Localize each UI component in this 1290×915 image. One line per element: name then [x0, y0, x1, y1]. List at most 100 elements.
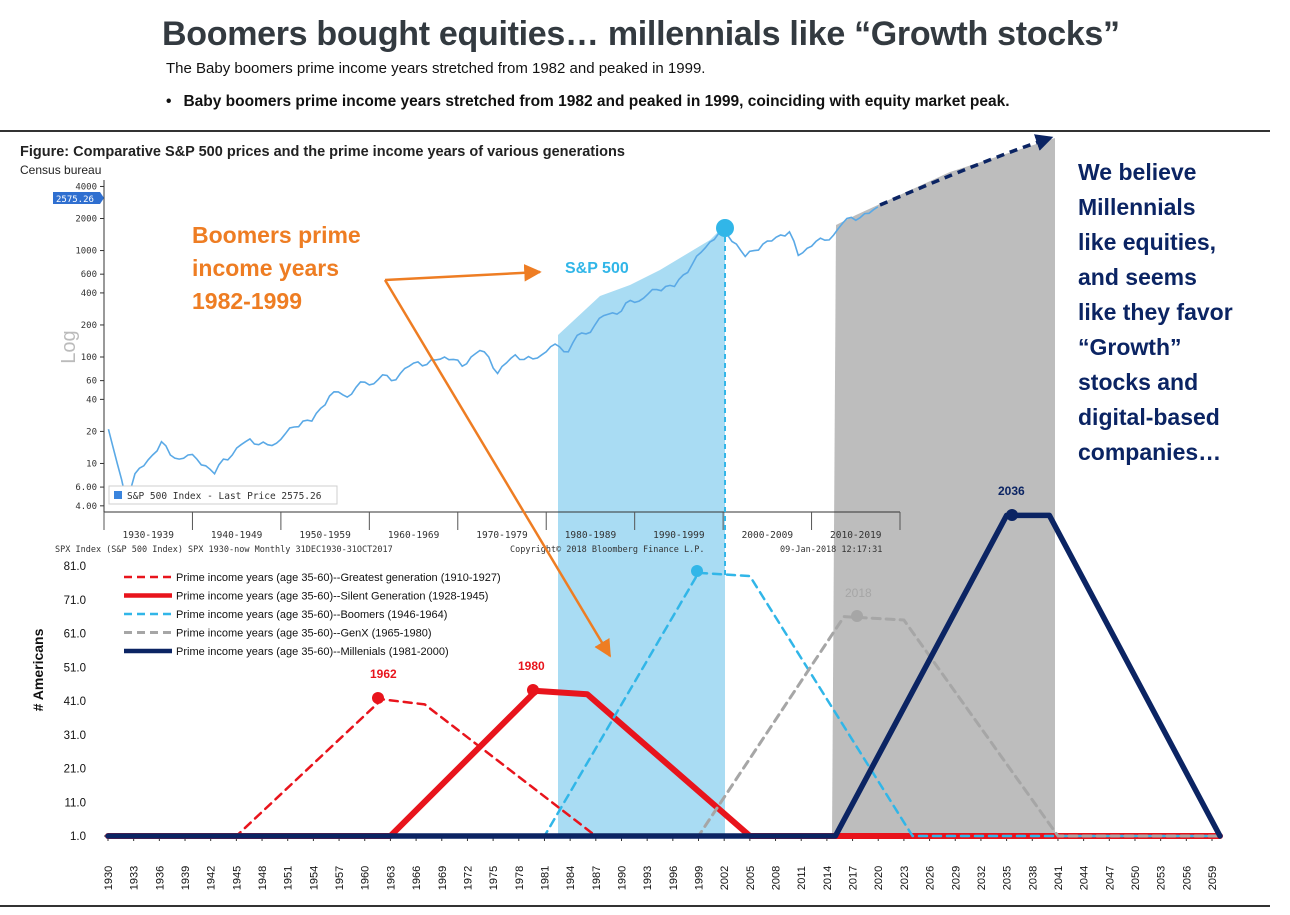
- gen-x-tick-label: 1975: [488, 866, 500, 890]
- gen-x-tick-label: 2002: [719, 866, 731, 890]
- spx-x-tick-label: 1930-1939: [122, 530, 174, 541]
- gen-x-tick-label: 2056: [1181, 866, 1193, 890]
- spx-x-tick-label: 1980-1989: [565, 530, 617, 541]
- spx-x-tick-label: 2000-2009: [742, 530, 794, 541]
- boomers-prime-shade: [558, 225, 725, 838]
- gen-x-tick-label: 2050: [1130, 866, 1142, 890]
- gen-x-tick-label: 2017: [848, 866, 860, 890]
- bottom-divider: [0, 905, 1270, 907]
- sp500-chart: 4000 2000 1000 600 400 200 100 60 40 20 10 6.00 4.00…: [53, 180, 901, 555]
- sp500-peak-marker: [716, 219, 734, 237]
- gen-x-tick-label: 1963: [385, 866, 397, 890]
- gen-y-tick-label: 11.0: [64, 797, 86, 809]
- gen-x-tick-label: 1954: [308, 866, 320, 890]
- spx-x-tick-label: 1940-1949: [211, 530, 263, 541]
- key-point-text: Baby boomers prime income years stretche…: [183, 93, 1010, 110]
- spx-y-tick-label: 2000: [75, 215, 97, 225]
- millennials-annotation-line: and seems: [1078, 264, 1197, 290]
- gen-x-tick-label: 2005: [745, 866, 757, 890]
- gen-x-tick-label: 1987: [591, 866, 603, 890]
- spx-y-tick-label: 400: [81, 289, 97, 299]
- spx-y-tick-label: 20: [86, 427, 97, 437]
- projection-arrow: [879, 134, 1054, 207]
- spx-y-tick-label: 1000: [75, 247, 97, 257]
- gen-x-tick-label: 1942: [206, 866, 218, 890]
- spx-x-tick-label: 1970-1979: [476, 530, 528, 541]
- millennials-annotation-line: digital-based: [1078, 404, 1220, 430]
- sp500-label: S&P 500: [565, 260, 629, 277]
- boomers-peak-marker: [691, 565, 703, 577]
- key-point: • Baby boomers prime income years stretch…: [166, 93, 1010, 111]
- gen-x-tick-label: 1930: [103, 866, 115, 890]
- gen-x-tick-label: 1981: [539, 866, 551, 890]
- gen-x-tick-label: 2038: [1027, 866, 1039, 890]
- silent-peak-marker: [527, 684, 539, 696]
- spx-y-tick-label: 40: [86, 395, 97, 405]
- gen-x-tick-label: 1948: [257, 866, 269, 890]
- spx-y-tick-label: 600: [81, 270, 97, 280]
- gen-y-tick-label: 21.0: [64, 764, 86, 776]
- greatest-peak-marker: [372, 692, 384, 704]
- millennials-annotation-line: “Growth”: [1078, 334, 1182, 360]
- millennials-annotation-line: stocks and: [1078, 369, 1198, 395]
- gen-x-tick-label: 2020: [873, 866, 885, 890]
- gen-y-tick-label: 81.0: [64, 561, 86, 573]
- millennials-annotation-line: Millennials: [1078, 194, 1196, 220]
- generations-chart: 81.0 71.0 61.0 51.0 41.0 31.0 21.0 11.0 1.0 1930…: [30, 512, 1223, 890]
- figure-source: Census bureau: [20, 163, 101, 177]
- gen-x-tick-label: 2035: [1002, 866, 1014, 890]
- spx-log-label: Log: [58, 330, 80, 363]
- boomers-annotation: Boomers prime income years 1982-1999: [192, 222, 367, 314]
- millennials-peak-marker: [1006, 509, 1018, 521]
- gen-x-tick-label: 2053: [1156, 866, 1168, 890]
- gen-x-tick-label: 1936: [154, 866, 166, 890]
- spx-y-tick-label: 10: [86, 459, 97, 469]
- gen-x-tick-label: 1933: [129, 866, 141, 890]
- peak-label-2018: 2018: [845, 586, 872, 600]
- gen-y-axis-title: # Americans: [30, 628, 46, 711]
- spx-legend-box: [108, 485, 338, 505]
- boomers-annotation-line: Boomers prime: [192, 222, 361, 248]
- gen-x-tick-label: 1939: [180, 866, 192, 890]
- gen-y-tick-label: 61.0: [64, 629, 86, 641]
- spx-y-tick-label: 60: [86, 377, 97, 387]
- spx-footer-right: 09-Jan-2018 12:17:31: [780, 545, 882, 555]
- spx-y-tick-label: 4.00: [75, 502, 97, 512]
- peak-label-1962: 1962: [370, 667, 397, 681]
- gen-x-tick-label: 1993: [642, 866, 654, 890]
- legend-label: Prime income years (age 35-60)--Boomers …: [176, 609, 447, 621]
- spx-y-tick-label: 100: [81, 353, 97, 363]
- boomers-annotation-line: 1982-1999: [192, 288, 302, 314]
- last-price-tag: 2575.26: [56, 195, 94, 205]
- gen-y-tick-label: 1.0: [70, 831, 86, 843]
- top-divider: [0, 130, 1270, 132]
- spx-y-tick-label: 6.00: [75, 483, 97, 493]
- gen-x-tick-label: 2008: [771, 866, 783, 890]
- spx-y-tick-label: 4000: [75, 182, 97, 192]
- gen-x-tick-label: 1996: [668, 866, 680, 890]
- legend-label: Prime income years (age 35-60)--Greatest…: [176, 572, 501, 584]
- gen-x-tick-label: 1978: [514, 866, 526, 890]
- legend-label: Prime income years (age 35-60)--Millenia…: [176, 646, 449, 658]
- spx-legend-swatch: [114, 491, 122, 499]
- spx-y-tick-label: 200: [81, 321, 97, 331]
- page-title: Boomers bought equities… millennials lik…: [162, 15, 1120, 53]
- sp500-line: [107, 206, 879, 504]
- gen-x-tick-label: 1969: [437, 866, 449, 890]
- gen-y-tick-label: 51.0: [64, 662, 86, 674]
- gen-x-tick-label: 2041: [1053, 866, 1065, 890]
- spx-x-tick-label: 2010-2019: [830, 530, 882, 541]
- spx-footer-mid: Copyright© 2018 Bloomberg Finance L.P.: [510, 545, 704, 555]
- genx-peak-marker: [851, 610, 863, 622]
- legend-label: Prime income years (age 35-60)--Silent G…: [176, 591, 488, 603]
- gen-x-tick-label: 2047: [1104, 866, 1116, 890]
- peak-label-2036: 2036: [998, 484, 1025, 498]
- millennials-annotation-line: companies…: [1078, 439, 1221, 465]
- boomers-annotation-line: income years: [192, 255, 339, 281]
- page-subtitle: The Baby boomers prime income years stre…: [166, 60, 706, 77]
- spx-legend-label: S&P 500 Index - Last Price 2575.26: [127, 491, 322, 502]
- gen-x-tick-label: 1957: [334, 866, 346, 890]
- gen-x-tick-label: 1972: [462, 866, 474, 890]
- millennials-prime-shade: [832, 138, 1055, 838]
- gen-x-tick-label: 2029: [950, 866, 962, 890]
